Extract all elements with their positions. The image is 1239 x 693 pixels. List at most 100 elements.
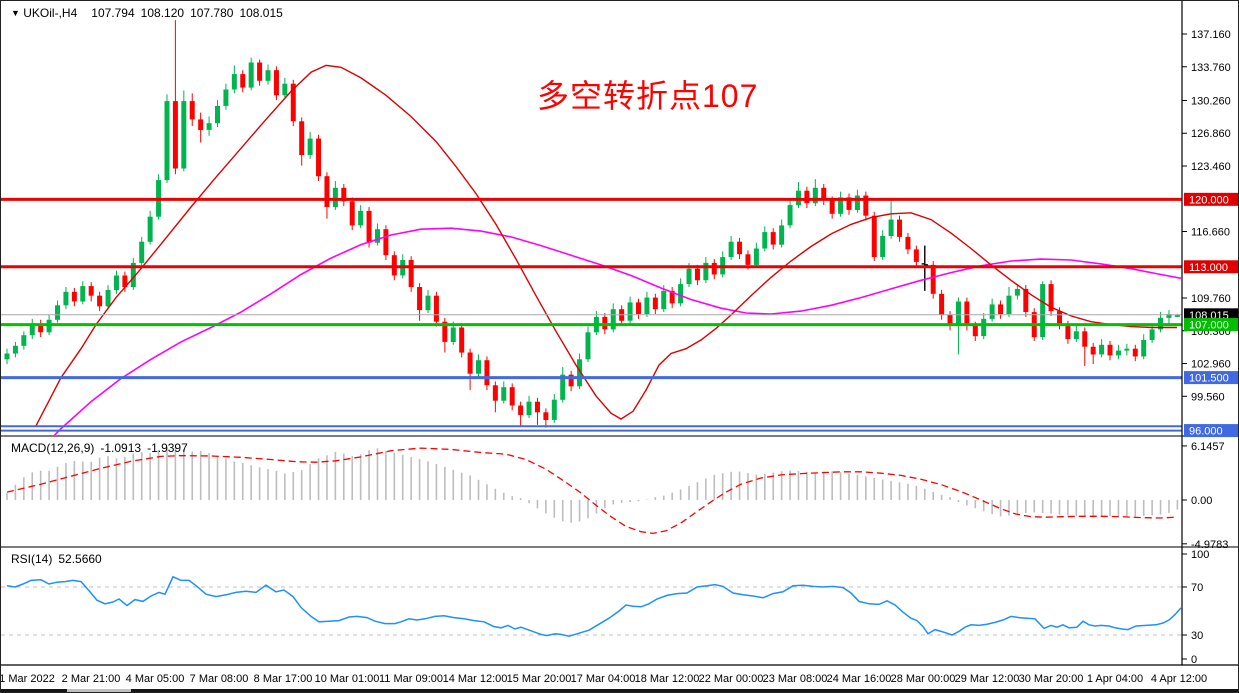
candle-body [577,359,583,387]
candle-body [678,284,684,304]
candle-body [383,229,389,256]
candle-body [189,101,195,120]
candle-body [703,262,709,281]
candle-body [231,74,237,90]
ohlc-low: 107.780 [190,6,234,20]
candle-body [501,387,507,401]
candle-body [299,121,305,155]
price-panel[interactable] [1,20,1182,488]
candle-body [1082,331,1088,347]
candle-body [1023,288,1029,312]
candle-body [55,305,61,320]
candle-body [897,219,903,237]
candle-body [1174,314,1180,317]
candle-body [21,335,27,346]
candle-body [610,309,616,330]
candle-body [113,275,119,290]
candle-body [627,302,633,321]
axis-tick-label: 109.760 [1191,293,1231,305]
candle-body [366,210,372,243]
candle-body [821,187,827,201]
date-label: 10 Mar 01:00 [315,673,380,685]
candle-body [568,374,574,387]
candle-body [737,241,743,255]
candle-body [147,216,153,242]
axis-tick-label: 123.460 [1191,161,1231,173]
candle-body [374,229,380,243]
candle-body [846,197,852,210]
candle-body [1115,350,1121,356]
candle-body [417,287,423,311]
candle-body [459,327,465,353]
candle-body [492,385,498,401]
macd-panel[interactable] [6,447,1179,535]
date-label: 18 Mar 12:00 [635,673,700,685]
ohlc-close: 108.015 [239,6,283,20]
candle-body [467,352,473,374]
candle-body [998,304,1004,314]
candle-body [206,123,212,130]
candle-body [1090,346,1096,355]
text-annotation[interactable]: 多空转折点107 [537,78,759,114]
candle-body [164,101,170,181]
candle-body [425,295,431,311]
candle-body [1099,344,1105,355]
candle-body [12,345,18,354]
candle-body [947,315,953,324]
candle-body [88,286,94,296]
candle-body [484,360,490,386]
candle-body [4,353,10,360]
candle-body [38,323,44,333]
candle-body [669,290,675,304]
candle-body [1057,311,1062,325]
expand-triangle-icon[interactable]: ▼ [11,8,20,18]
candle-body [181,101,187,169]
candle-body [1166,314,1172,318]
rsi-value: 52.5660 [58,552,102,566]
date-label: 22 Mar 00:00 [699,673,764,685]
macd-signal-value: -1.9397 [147,441,188,455]
price-badge [1184,424,1238,438]
candle-body [905,236,911,250]
candle-body [913,249,919,262]
axis-tick-label: 70 [1191,582,1203,594]
axis-tick-label: 100 [1191,549,1209,561]
price-badge [1184,260,1238,274]
price-badge [1184,318,1238,332]
axis-tick-label: 137.160 [1191,29,1231,41]
candle-body [282,83,288,96]
candle-body [1124,348,1130,351]
date-label: 7 Mar 08:00 [190,673,249,685]
axis-tick-label: 102.960 [1191,359,1231,371]
candle-body [257,62,263,81]
candle-body [240,74,246,88]
candle-body [812,187,818,204]
price-badge-label: 120.000 [1189,194,1229,206]
axis-tick-label: 0.00 [1191,495,1212,507]
rsi-panel[interactable] [1,575,1182,637]
candle-body [63,291,69,306]
candle-body [349,201,355,226]
date-label: 4 Apr 12:00 [1151,673,1207,685]
horizontal-scrollbar[interactable] [1,689,1239,692]
candle-body [1065,324,1071,340]
panel-separator[interactable] [1,546,1239,548]
candle-body [779,225,785,245]
candle-body [804,190,810,204]
macd-name: MACD(12,26,9) [11,441,95,455]
candle-body [972,325,978,337]
axis-tick-label: 30 [1191,630,1203,642]
candle-body [989,304,995,319]
candle-body [551,399,557,420]
candle-body [652,297,658,310]
date-label: 4 Mar 05:00 [126,673,185,685]
scrollbar-thumb[interactable] [67,689,131,692]
candle-body [863,195,869,216]
panel-separator[interactable] [1,435,1239,437]
candle-body [71,291,77,302]
candle-body [1040,284,1046,338]
candle-body [122,275,128,288]
